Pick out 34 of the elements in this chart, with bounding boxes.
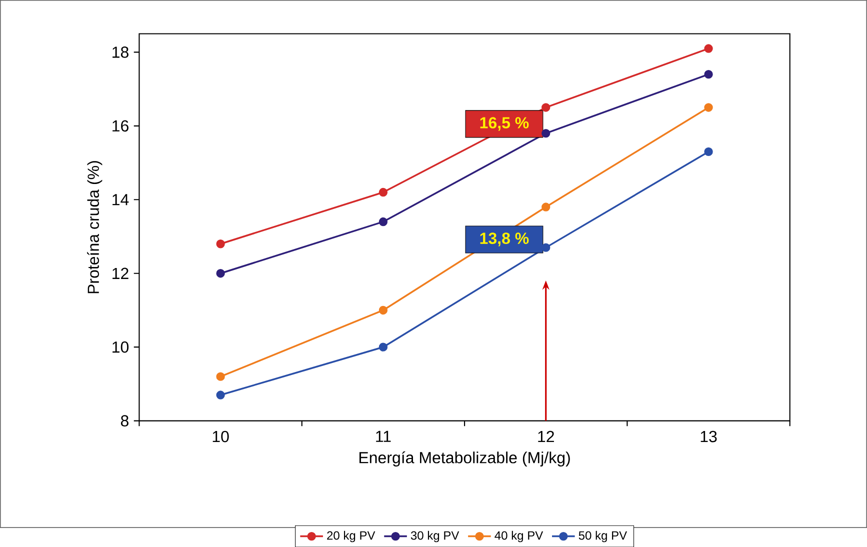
point — [378, 342, 388, 352]
y-tick-label: 14 — [112, 194, 129, 206]
x-tick-label: 12 — [538, 430, 554, 442]
point — [216, 372, 225, 381]
legend-label: 50 kg PV — [578, 530, 628, 542]
y-tick-label: 18 — [112, 46, 128, 58]
y-axis-title: Proteína cruda (%) — [87, 161, 102, 294]
point — [216, 390, 225, 400]
point — [542, 243, 550, 252]
point — [542, 103, 550, 112]
point — [704, 44, 713, 53]
y-tick-label: 16 — [112, 120, 128, 132]
annotation: 13,8 % — [480, 232, 529, 246]
legend-label: 30 kg PV — [410, 530, 460, 542]
point — [542, 202, 550, 212]
point — [378, 217, 388, 226]
legend-label: 40 kg PV — [494, 530, 544, 542]
x-tick-label: 11 — [376, 430, 391, 442]
point — [378, 306, 388, 314]
point — [216, 239, 225, 248]
point — [378, 188, 388, 196]
x-tick-label: 10 — [212, 430, 229, 442]
point — [704, 147, 713, 156]
point — [216, 268, 225, 278]
y-tick-label: 12 — [112, 268, 128, 279]
point — [704, 103, 713, 112]
point — [542, 128, 550, 138]
annotation: 16,5 % — [480, 116, 529, 131]
y-tick-label: 10 — [112, 341, 129, 353]
legend-label: 20 kg PV — [327, 530, 376, 542]
x-axis-title: Energía Metabolizable (Mj/kg) — [359, 451, 570, 466]
y-tick-label: 8 — [120, 415, 128, 426]
x-tick-label: 13 — [700, 430, 717, 442]
point — [704, 70, 713, 79]
